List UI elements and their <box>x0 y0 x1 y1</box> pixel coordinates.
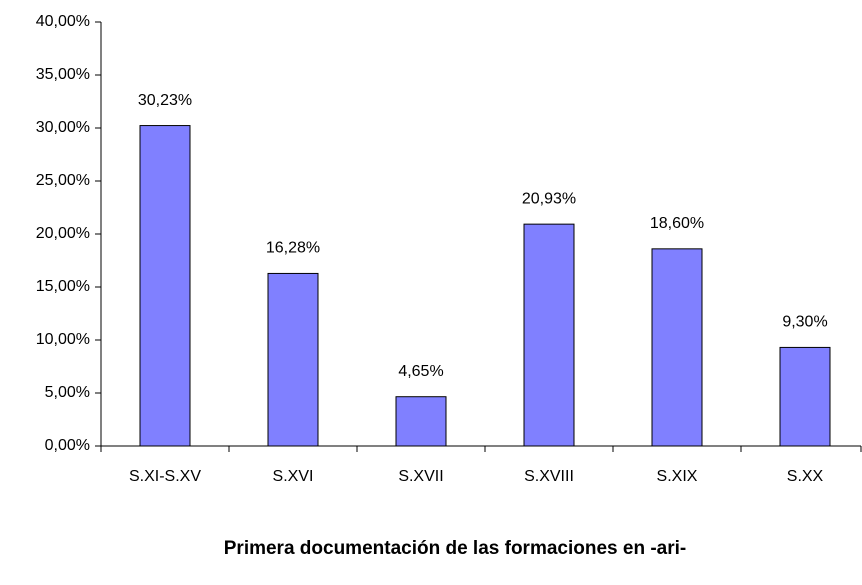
bar <box>779 346 831 447</box>
y-tick-label: 35,00% <box>36 66 90 83</box>
y-tick-label: 40,00% <box>36 13 90 30</box>
bar <box>395 396 447 447</box>
y-tick-label: 15,00% <box>36 278 90 295</box>
y-tick-label: 30,00% <box>36 119 90 136</box>
bar <box>267 272 319 447</box>
y-tick-label: 10,00% <box>36 331 90 348</box>
y-tick-label: 0,00% <box>45 437 90 454</box>
x-tick-label: S.XIX <box>657 468 698 485</box>
data-label: 16,28% <box>266 240 320 257</box>
data-label: 9,30% <box>782 314 827 331</box>
y-tick-label: 5,00% <box>45 384 90 401</box>
y-tick-label: 25,00% <box>36 172 90 189</box>
x-tick-label: S.XVII <box>398 468 443 485</box>
data-label: 30,23% <box>138 92 192 109</box>
data-label: 18,60% <box>650 215 704 232</box>
x-tick-label: S.XX <box>787 468 824 485</box>
bar <box>651 248 703 447</box>
data-label: 4,65% <box>398 363 443 380</box>
x-tick-label: S.XI-S.XV <box>129 468 201 485</box>
x-tick-label: S.XVIII <box>524 468 574 485</box>
data-label: 20,93% <box>522 190 576 207</box>
bar <box>523 223 575 447</box>
y-tick-label: 20,00% <box>36 225 90 242</box>
x-tick-label: S.XVI <box>273 468 314 485</box>
bar <box>139 125 191 447</box>
chart-title: Primera documentación de las formaciones… <box>224 538 686 559</box>
